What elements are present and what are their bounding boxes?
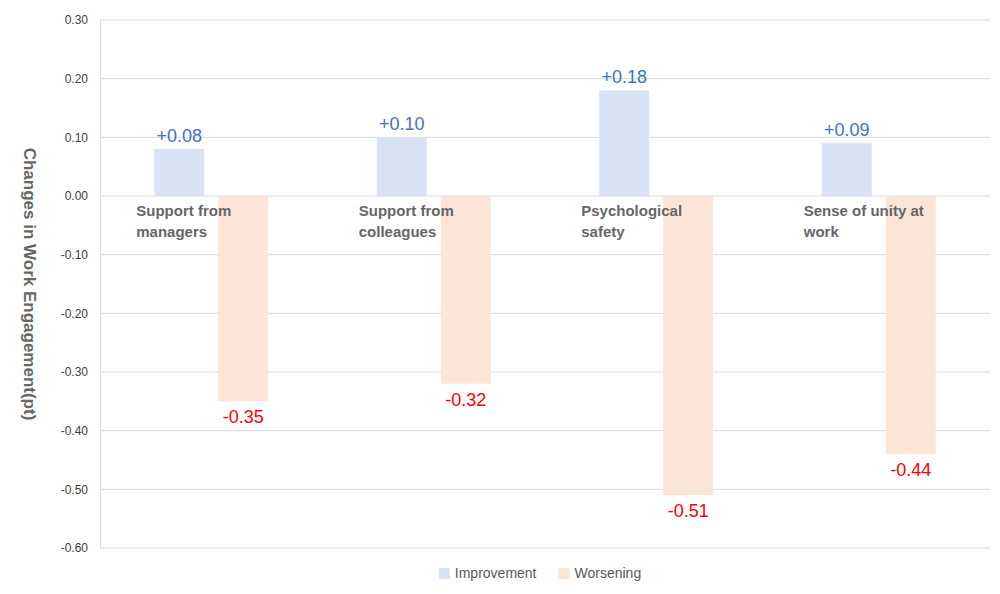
- data-label: -0.44: [890, 460, 931, 480]
- tick: -0.50: [61, 483, 100, 497]
- data-label: -0.35: [223, 407, 264, 427]
- data-label: +0.09: [824, 120, 870, 140]
- tick-label: -0.20: [61, 307, 89, 321]
- bar: [822, 143, 872, 196]
- legend-swatch: [559, 568, 570, 579]
- y-axis-title: Changes in Work Engagement(pt): [20, 148, 39, 421]
- tick: -0.30: [61, 365, 100, 379]
- category-label: Sense of unity atwork: [803, 202, 924, 240]
- tick: -0.40: [61, 424, 100, 438]
- tick: -0.20: [61, 307, 100, 321]
- tick: 0.30: [65, 13, 100, 27]
- category-label: Support fromcolleagues: [359, 202, 454, 240]
- bar: [599, 90, 649, 196]
- data-label: +0.08: [156, 126, 202, 146]
- bar: [441, 196, 491, 384]
- category-labels: Support frommanagers Support fromcolleagu…: [136, 202, 924, 240]
- y-axis: -0.60 -0.50 -0.40 -0.30 -0.20 -0.10 0.00 0.10 0.…: [61, 13, 101, 555]
- data-label: +0.10: [379, 114, 425, 134]
- bar: [886, 196, 936, 454]
- data-labels: +0.08 +0.10 +0.18 +0.09 -0.35 -0.32 -0.51 -0.44: [156, 67, 931, 521]
- grid-line: [100, 78, 990, 79]
- chart: -0.60 -0.50 -0.40 -0.30 -0.20 -0.10 0.00 0.10 0.…: [0, 0, 1000, 594]
- legend: Improvement Worsening: [439, 565, 641, 581]
- category-label: Psychologicalsafety: [581, 202, 682, 240]
- legend-label: Worsening: [575, 565, 642, 581]
- tick-label: -0.40: [61, 424, 89, 438]
- legend-item: Improvement: [439, 565, 537, 581]
- axis-line: [100, 21, 101, 549]
- bar: [154, 149, 204, 196]
- legend-label: Improvement: [455, 565, 537, 581]
- legend-swatch: [439, 568, 450, 579]
- tick-label: 0.00: [65, 189, 89, 203]
- category-label: Support frommanagers: [136, 202, 231, 240]
- tick: -0.60: [61, 541, 100, 555]
- tick: -0.10: [61, 248, 100, 262]
- tick-label: -0.10: [61, 248, 89, 262]
- bar: [663, 196, 713, 495]
- tick: 0.00: [65, 189, 100, 203]
- grid-line: [100, 489, 990, 490]
- tick-label: 0.20: [65, 72, 89, 86]
- bars: [154, 90, 935, 495]
- tick-label: 0.30: [65, 13, 89, 27]
- bar: [218, 196, 268, 401]
- tick: 0.10: [65, 131, 100, 145]
- data-label: -0.32: [445, 390, 486, 410]
- data-label: -0.51: [668, 501, 709, 521]
- tick-label: -0.30: [61, 365, 89, 379]
- data-label: +0.18: [601, 67, 647, 87]
- bar: [377, 137, 427, 196]
- tick-label: 0.10: [65, 131, 89, 145]
- grid-line: [100, 548, 990, 549]
- grid-line: [100, 20, 990, 21]
- legend-item: Worsening: [559, 565, 642, 581]
- grid-line: [100, 430, 990, 431]
- tick-label: -0.50: [61, 483, 89, 497]
- tick-label: -0.60: [61, 541, 89, 555]
- tick: 0.20: [65, 72, 100, 86]
- grid: [100, 20, 990, 548]
